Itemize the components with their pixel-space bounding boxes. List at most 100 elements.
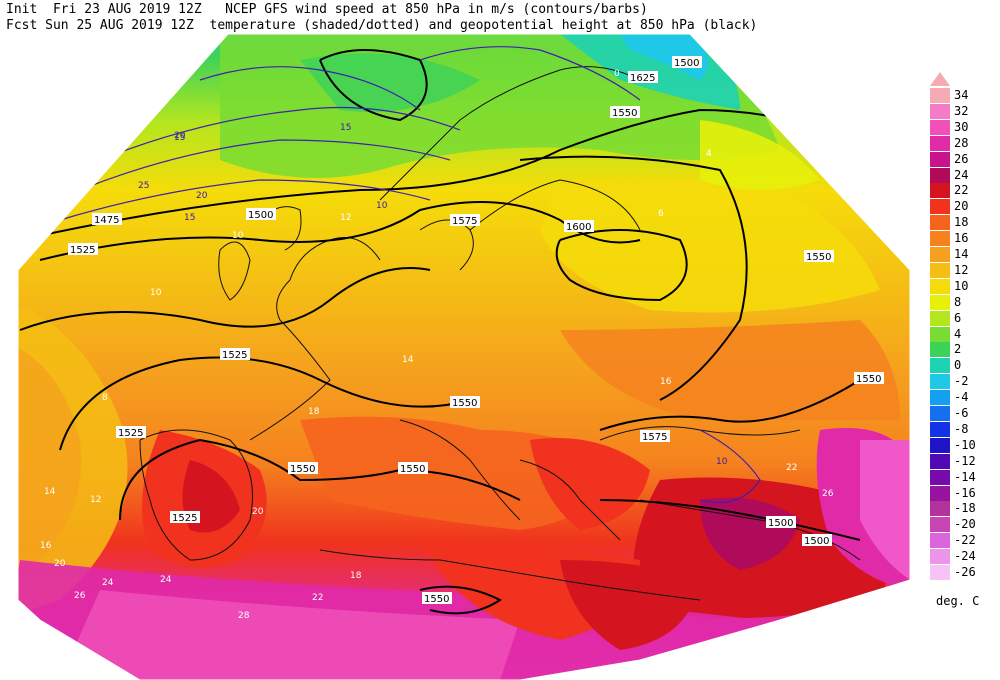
svg-text:20: 20 [174,131,186,141]
legend-label: 4 [954,326,962,341]
legend-top-arrow [930,72,950,86]
legend-swatch [930,247,950,262]
svg-text:24: 24 [102,578,114,588]
height-label: 1550 [452,398,477,409]
svg-text:22: 22 [786,463,797,473]
legend-label: 18 [954,215,969,230]
svg-text:8: 8 [102,393,108,403]
legend-label: 22 [954,183,969,198]
svg-text:12: 12 [90,495,101,505]
legend-label: -22 [954,533,976,548]
svg-text:10: 10 [716,457,728,467]
svg-text:20: 20 [54,559,66,569]
svg-text:4: 4 [706,149,712,159]
legend-swatch [930,469,950,485]
legend-swatch [930,533,950,549]
svg-text:6: 6 [658,209,664,219]
legend-label: 14 [954,247,969,261]
height-label: 1550 [806,252,831,263]
legend-swatch [930,103,950,119]
legend-label: 28 [954,135,969,150]
legend-swatch [930,119,950,135]
temperature-shading [18,34,910,680]
svg-text:26: 26 [74,591,86,601]
svg-text:16: 16 [40,541,52,551]
height-contours [19,49,901,615]
svg-text:20: 20 [196,191,208,201]
header-line-1: Init Fri 23 AUG 2019 12Z NCEP GFS wind s… [6,2,648,17]
legend-swatch [930,262,950,278]
svg-text:24: 24 [160,575,172,585]
legend-label: 26 [954,151,969,166]
legend-swatch [930,406,950,421]
svg-text:0: 0 [614,69,620,79]
legend-label: -12 [954,453,976,468]
legend-label: 0 [954,358,962,373]
legend-swatch [930,374,950,390]
height-label: 1550 [612,108,637,119]
height-label: 1475 [94,215,119,226]
legend-label: 16 [954,231,969,246]
svg-text:15: 15 [174,133,185,143]
legend-swatch [930,151,950,167]
svg-text:14: 14 [44,487,56,497]
legend-label: 10 [954,278,969,293]
height-label: 1500 [674,58,699,69]
legend-label: 30 [954,119,969,134]
legend-swatch [930,199,950,215]
height-label: 1550 [290,464,315,475]
header-line-2: Fcst Sun 25 AUG 2019 12Z temperature (sh… [6,18,758,33]
wind-labels: 15 20 25 20 15 15 10 10 [138,123,728,467]
legend-label: 8 [954,294,962,309]
legend-label: 2 [954,342,962,357]
svg-text:16: 16 [660,377,672,387]
svg-text:12: 12 [340,213,351,223]
height-label: 1550 [856,374,881,385]
legend-label: -24 [954,549,976,564]
svg-text:26: 26 [822,489,834,499]
legend-swatch [930,453,950,469]
legend-label: 32 [954,103,969,118]
legend-swatch [930,549,950,565]
legend-swatch [930,88,950,103]
legend-swatch [930,501,950,517]
height-label: 1550 [400,464,425,475]
legend-swatch [930,167,950,183]
legend-label: -2 [954,374,969,389]
height-label: 1575 [452,216,477,227]
coastlines [139,66,861,601]
legend-label: 24 [954,167,969,182]
height-label: 1525 [70,245,95,256]
legend-label: 12 [954,262,969,277]
legend-swatch [930,183,950,199]
height-labels: 1475 1500 1500 1525 1525 1525 1550 1550 … [68,56,884,605]
height-label: 1575 [642,432,667,443]
svg-text:25: 25 [138,181,149,191]
color-legend: 34 32 30 28 26 24 22 20 18 16 14 12 10 8 6 4 2 0 -2 -4 -6 -8-… [924,72,1000,616]
height-label: 1500 [804,536,829,547]
svg-text:14: 14 [402,355,414,365]
svg-text:22: 22 [312,593,323,603]
svg-text:15: 15 [340,123,351,133]
height-label: 1525 [118,428,143,439]
legend-swatch [930,278,950,294]
legend-swatch [930,358,950,374]
svg-text:10: 10 [150,288,162,298]
legend-label: -18 [954,501,976,516]
legend-swatch [930,294,950,310]
legend-unit: deg. C [936,594,980,608]
legend-swatch [930,310,950,326]
legend-swatch [930,342,950,358]
height-label: 1525 [172,513,197,524]
legend-swatch [930,215,950,231]
legend-label: -10 [954,437,976,452]
legend-swatch [930,485,950,501]
svg-text:18: 18 [308,407,320,417]
svg-text:20: 20 [252,507,264,517]
wind-contours [59,46,761,504]
legend-swatch [930,437,950,453]
weather-map: 1475 1500 1500 1525 1525 1525 1550 1550 … [17,33,911,680]
legend-label: -6 [954,406,969,420]
temperature-labels: 8 10 12 14 16 18 20 22 24 26 28 26 24 22… [40,69,834,621]
legend-label: -14 [954,469,976,484]
